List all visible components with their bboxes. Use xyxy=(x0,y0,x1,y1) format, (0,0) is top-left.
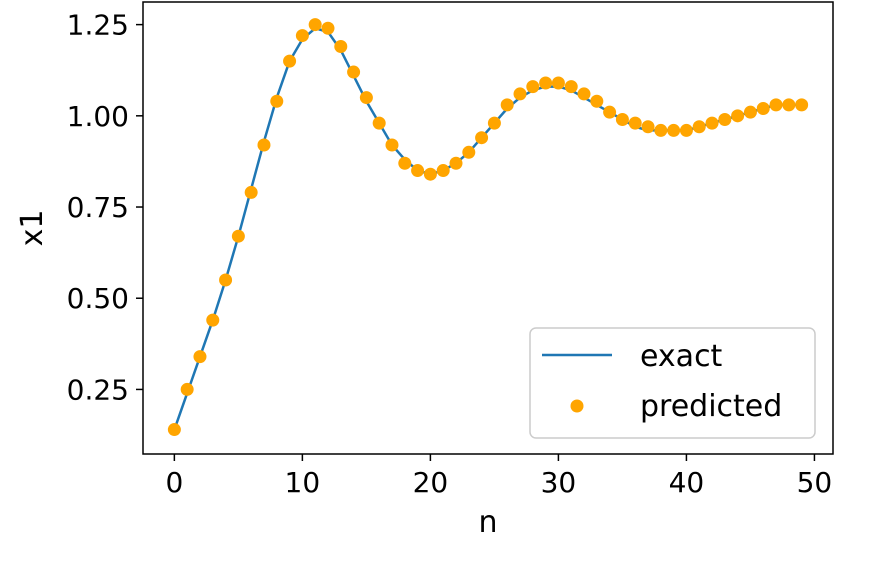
scatter-point-predicted xyxy=(513,87,527,101)
scatter-point-predicted xyxy=(564,80,578,94)
scatter-point-predicted xyxy=(283,54,297,68)
scatter-point-predicted xyxy=(167,423,181,437)
scatter-point-predicted xyxy=(475,131,489,145)
scatter-point-predicted xyxy=(462,145,476,159)
scatter-point-predicted xyxy=(359,91,373,105)
scatter-point-predicted xyxy=(577,87,591,101)
scatter-point-predicted xyxy=(551,76,565,90)
scatter-point-predicted xyxy=(347,65,361,79)
plot-frame xyxy=(142,1,834,455)
scatter-point-predicted xyxy=(231,229,245,243)
scatter-point-predicted xyxy=(718,112,732,126)
scatter-point-predicted xyxy=(398,156,412,170)
scatter-point-predicted xyxy=(411,164,425,178)
x-tick-label: 10 xyxy=(285,466,321,499)
scatter-point-predicted xyxy=(372,116,386,130)
legend: exact predicted xyxy=(529,327,816,439)
y-tick-label: 1.25 xyxy=(67,9,129,42)
y-tick-label: 1.00 xyxy=(67,100,129,133)
scatter-point-predicted xyxy=(603,105,617,119)
scatter-point-predicted xyxy=(487,116,501,130)
scatter-point-predicted xyxy=(679,123,693,137)
scatter-point-predicted xyxy=(795,98,809,112)
x-tick-label: 30 xyxy=(541,466,577,499)
scatter-point-predicted xyxy=(295,29,309,43)
scatter-point-predicted xyxy=(423,167,437,181)
scatter-point-predicted xyxy=(244,185,258,199)
x-tick-label: 0 xyxy=(165,466,183,499)
scatter-point-predicted xyxy=(219,273,233,287)
scatter-point-predicted xyxy=(257,138,271,152)
scatter-point-predicted xyxy=(539,76,553,90)
scatter-point-predicted xyxy=(180,382,194,396)
scatter-point-predicted xyxy=(436,164,450,178)
x-axis-label: n xyxy=(478,505,497,540)
scatter-point-predicted xyxy=(526,80,540,94)
scatter-point-predicted xyxy=(193,350,207,364)
scatter-point-predicted xyxy=(692,120,706,134)
scatter-point-predicted xyxy=(206,313,220,327)
scatter-point-predicted xyxy=(641,120,655,134)
scatter-point-predicted xyxy=(308,18,322,32)
scatter-point-predicted xyxy=(628,116,642,130)
x-tick-label: 40 xyxy=(669,466,705,499)
plot-area xyxy=(167,18,809,437)
axes: 0 10 20 30 40 50 0.25 0.50 0.75 1.00 1.25 xyxy=(67,1,834,499)
scatter-point-predicted xyxy=(743,105,757,119)
y-tick-label: 0.25 xyxy=(67,373,129,406)
scatter-point-predicted xyxy=(782,98,796,112)
scatter-point-predicted xyxy=(705,116,719,130)
y-tick-label: 0.75 xyxy=(67,191,129,224)
scatter-point-predicted xyxy=(321,21,335,35)
x-tick-label: 20 xyxy=(413,466,449,499)
legend-predicted-label: predicted xyxy=(640,389,782,424)
scatter-point-predicted xyxy=(654,123,668,137)
y-axis-label: x1 xyxy=(15,210,50,247)
legend-exact-label: exact xyxy=(640,339,723,374)
scatter-point-predicted xyxy=(731,109,745,123)
scatter-point-predicted xyxy=(667,123,681,137)
scatter-point-predicted xyxy=(500,98,514,112)
scatter-point-predicted xyxy=(590,94,604,108)
y-tick-label: 0.50 xyxy=(67,282,129,315)
scatter-point-predicted xyxy=(615,112,629,126)
scatter-point-predicted xyxy=(334,40,348,54)
scatter-point-predicted xyxy=(385,138,399,152)
x-tick-label: 50 xyxy=(797,466,833,499)
scatter-point-predicted xyxy=(756,102,770,116)
scatter-point-predicted xyxy=(270,94,284,108)
scatter-point-predicted xyxy=(769,98,783,112)
legend-predicted-swatch xyxy=(570,399,584,413)
scatter-point-predicted xyxy=(449,156,463,170)
